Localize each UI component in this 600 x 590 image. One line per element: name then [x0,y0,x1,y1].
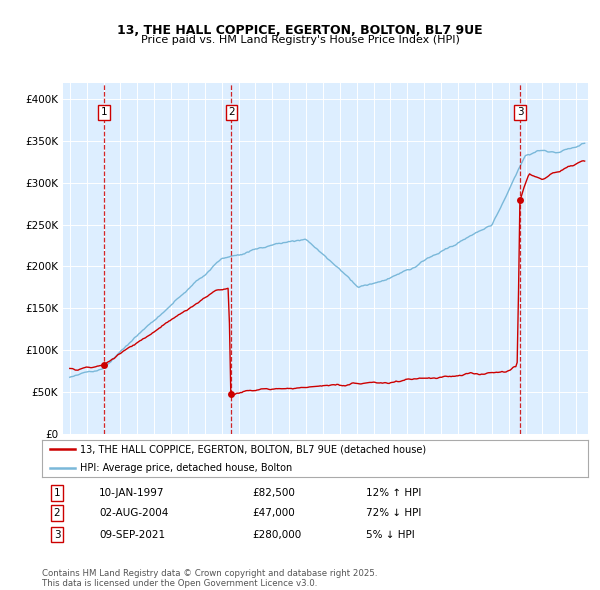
Text: 1: 1 [53,488,61,497]
Text: HPI: Average price, detached house, Bolton: HPI: Average price, detached house, Bolt… [80,463,292,473]
Text: 1: 1 [101,107,107,117]
Text: 10-JAN-1997: 10-JAN-1997 [99,488,164,497]
Text: 72% ↓ HPI: 72% ↓ HPI [366,509,421,518]
Text: Price paid vs. HM Land Registry's House Price Index (HPI): Price paid vs. HM Land Registry's House … [140,35,460,45]
Text: £280,000: £280,000 [252,530,301,539]
Text: 09-SEP-2021: 09-SEP-2021 [99,530,165,539]
Text: £82,500: £82,500 [252,488,295,497]
Text: 13, THE HALL COPPICE, EGERTON, BOLTON, BL7 9UE (detached house): 13, THE HALL COPPICE, EGERTON, BOLTON, B… [80,444,427,454]
Text: £47,000: £47,000 [252,509,295,518]
Text: 12% ↑ HPI: 12% ↑ HPI [366,488,421,497]
Text: 2: 2 [228,107,235,117]
Text: 5% ↓ HPI: 5% ↓ HPI [366,530,415,539]
Text: Contains HM Land Registry data © Crown copyright and database right 2025.
This d: Contains HM Land Registry data © Crown c… [42,569,377,588]
Text: 02-AUG-2004: 02-AUG-2004 [99,509,169,518]
Text: 3: 3 [53,530,61,539]
Text: 2: 2 [53,509,61,518]
Text: 13, THE HALL COPPICE, EGERTON, BOLTON, BL7 9UE: 13, THE HALL COPPICE, EGERTON, BOLTON, B… [117,24,483,37]
Text: 3: 3 [517,107,524,117]
